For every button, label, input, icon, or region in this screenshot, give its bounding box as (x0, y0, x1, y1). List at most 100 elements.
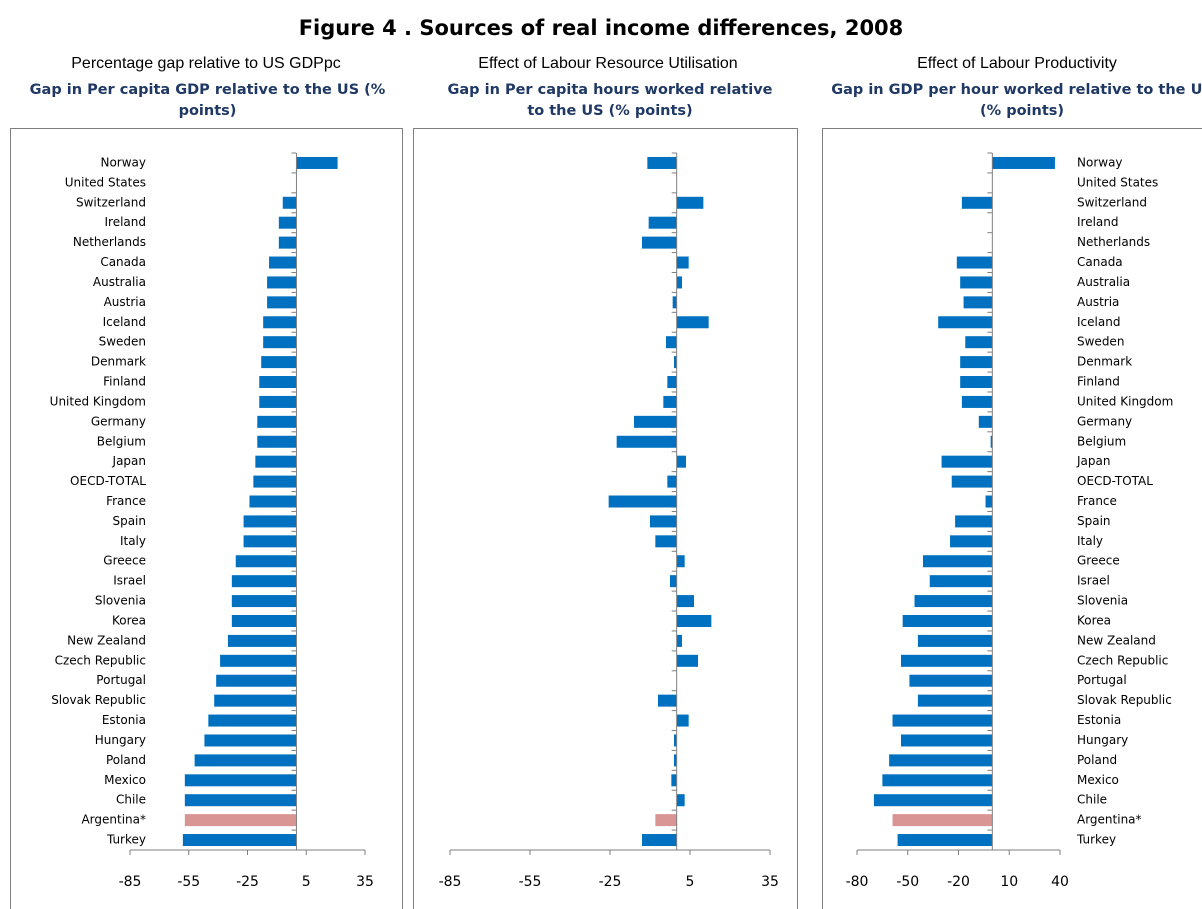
bar (902, 614, 993, 627)
bar (184, 774, 297, 787)
category-label: Australia (93, 275, 146, 289)
panel-title: Gap in Per capita GDP relative to the US… (29, 82, 386, 119)
x-tick-label: -55 (519, 874, 542, 890)
category-label: Switzerland (1077, 195, 1147, 209)
category-label: Turkey (106, 833, 146, 847)
category-label: Ireland (104, 215, 146, 229)
bar (674, 734, 677, 747)
bar (961, 395, 993, 408)
bar (889, 754, 993, 767)
bar (259, 376, 297, 389)
category-label: Canada (1077, 255, 1123, 269)
bar (676, 595, 694, 608)
category-label: Canada (100, 255, 146, 269)
bar (672, 296, 677, 309)
bar (676, 634, 682, 647)
category-label: United Kingdom (1077, 394, 1173, 408)
bar (676, 256, 689, 269)
category-label: Austria (1077, 295, 1119, 309)
bar (955, 515, 993, 528)
bar (257, 415, 297, 428)
bar (892, 814, 993, 827)
panel-title: Gap in GDP per hour worked relative to t… (831, 82, 1202, 119)
bar (257, 435, 297, 448)
category-label: Portugal (1077, 673, 1127, 687)
category-label: Israel (113, 574, 146, 588)
bar (929, 575, 993, 588)
bar (900, 734, 993, 747)
bar (263, 336, 297, 349)
bar (182, 834, 297, 847)
bar (267, 296, 297, 309)
panel-title: Gap in Per capita hours worked relative … (447, 82, 773, 119)
category-label: Hungary (1077, 733, 1128, 747)
bar (243, 515, 297, 528)
category-label: Slovenia (95, 594, 146, 608)
bar (235, 555, 297, 568)
category-label: Switzerland (76, 195, 146, 209)
bar (216, 674, 297, 687)
category-label: Netherlands (73, 235, 146, 249)
bar (204, 734, 297, 747)
category-label: Italy (1077, 534, 1103, 548)
category-label: OECD-TOTAL (1077, 474, 1153, 488)
category-label: Slovenia (1077, 594, 1128, 608)
bar (676, 276, 682, 289)
bar (674, 754, 677, 767)
bar (231, 595, 297, 608)
category-label: Sweden (99, 335, 146, 349)
bar (278, 216, 297, 229)
category-label: Argentina* (1077, 813, 1142, 827)
category-label: Argentina* (81, 813, 146, 827)
panel-heading: Effect of Labour Resource Utilisation (478, 55, 738, 72)
bar (676, 714, 689, 727)
category-label: Israel (1077, 574, 1110, 588)
bar (676, 654, 698, 667)
bar (900, 654, 993, 667)
x-tick-label: -80 (846, 874, 869, 890)
bar (208, 714, 297, 727)
bar (634, 415, 677, 428)
category-label: United States (1077, 175, 1158, 189)
category-label: Poland (1077, 753, 1117, 767)
x-tick-label: -85 (119, 874, 142, 890)
panel-heading: Percentage gap relative to US GDPpc (71, 55, 341, 72)
bar (184, 814, 297, 827)
bar (671, 774, 677, 787)
category-label: Estonia (1077, 713, 1121, 727)
category-label: Chile (1077, 793, 1107, 807)
bar (985, 495, 993, 508)
bar (184, 794, 297, 807)
category-label: Japan (112, 454, 146, 468)
bar (608, 495, 677, 508)
category-label: New Zealand (67, 633, 146, 647)
x-tick-label: -25 (599, 874, 622, 890)
category-label: Belgium (1077, 434, 1126, 448)
panel-frame (822, 128, 1202, 909)
x-tick-label: -20 (947, 874, 970, 890)
bar (231, 575, 297, 588)
category-label: Germany (91, 414, 146, 428)
bar (941, 455, 993, 468)
bar (670, 575, 677, 588)
category-label: Korea (112, 613, 146, 627)
bar (960, 276, 993, 289)
bar (648, 216, 677, 229)
bar (658, 694, 677, 707)
bar (259, 395, 297, 408)
bar (961, 196, 993, 209)
bar (917, 694, 993, 707)
category-label: New Zealand (1077, 633, 1156, 647)
category-label: Chile (116, 793, 146, 807)
bar (676, 196, 704, 209)
category-label: Denmark (91, 355, 146, 369)
bar (938, 316, 993, 329)
bar (676, 614, 712, 627)
bar (647, 156, 677, 169)
bar (963, 296, 993, 309)
bar (892, 714, 993, 727)
category-label: Belgium (97, 434, 146, 448)
bar (650, 515, 677, 528)
x-tick-label: 10 (1000, 874, 1018, 890)
bar (950, 535, 993, 548)
